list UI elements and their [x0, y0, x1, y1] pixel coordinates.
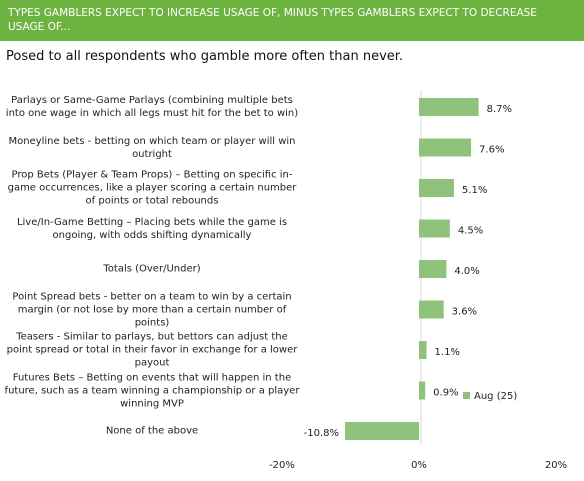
value-label: 1.1% — [435, 347, 460, 358]
value-label: 5.1% — [462, 185, 487, 196]
x-tick-label: 0% — [411, 460, 427, 471]
header: TYPES GAMBLERS EXPECT TO INCREASE USAGE … — [0, 0, 584, 41]
subtitle: Posed to all respondents who gamble more… — [6, 49, 404, 64]
value-label: 8.7% — [487, 104, 512, 115]
bar — [419, 300, 444, 319]
category-label: Point Spread bets - better on a team to … — [12, 291, 292, 328]
value-label: -10.8% — [304, 428, 339, 439]
value-label: 0.9% — [433, 388, 458, 399]
bar — [345, 422, 419, 440]
category-label: Futures Bets – Betting on events that wi… — [4, 372, 300, 409]
bar — [419, 98, 479, 116]
category-label: None of the above — [105, 425, 199, 437]
legend-label: Aug (25) — [474, 391, 517, 402]
x-tick-label: 20% — [545, 460, 567, 471]
bar — [419, 381, 426, 400]
category-label: Live/In-Game Betting – Placing bets whil… — [16, 216, 288, 241]
category-label: Prop Bets (Player & Team Props) – Bettin… — [7, 169, 297, 207]
title: TYPES GAMBLERS EXPECT TO INCREASE USAGE … — [8, 7, 537, 33]
x-tick-label: -20% — [269, 460, 295, 471]
value-label: 3.6% — [452, 307, 477, 318]
value-label: 4.5% — [458, 226, 483, 237]
bar — [419, 219, 450, 238]
value-label: 7.6% — [479, 145, 504, 156]
value-label: 4.0% — [454, 266, 479, 277]
bar — [419, 341, 427, 359]
category-label: Moneyline bets - betting on which team o… — [8, 135, 296, 160]
category-label: Teasers - Similar to parlays, but bettor… — [6, 331, 298, 369]
legend-swatch — [463, 392, 470, 399]
bar — [419, 179, 454, 197]
category-label: Totals (Over/Under) — [103, 263, 201, 275]
category-label: Parlays or Same-Game Parlays (combining … — [5, 95, 299, 119]
bar — [419, 260, 447, 278]
bar — [419, 138, 472, 157]
